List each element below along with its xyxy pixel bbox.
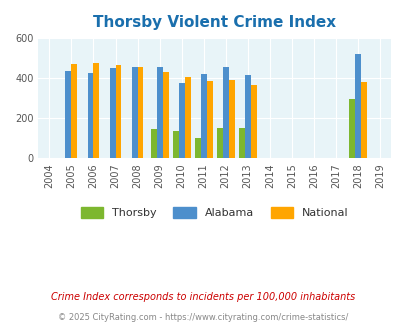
Bar — [115, 65, 121, 158]
Bar — [360, 82, 366, 158]
Bar — [131, 67, 137, 158]
Bar — [150, 129, 156, 158]
Bar — [109, 68, 115, 158]
Bar — [93, 63, 99, 158]
Bar — [228, 80, 234, 158]
Bar — [65, 71, 71, 158]
Text: Crime Index corresponds to incidents per 100,000 inhabitants: Crime Index corresponds to incidents per… — [51, 292, 354, 302]
Bar — [354, 54, 360, 158]
Bar — [238, 128, 244, 158]
Bar — [178, 82, 184, 158]
Bar — [172, 131, 178, 158]
Bar — [194, 138, 200, 158]
Bar — [184, 77, 190, 158]
Bar — [156, 67, 162, 158]
Bar — [348, 99, 354, 158]
Legend: Thorsby, Alabama, National: Thorsby, Alabama, National — [77, 202, 352, 223]
Text: © 2025 CityRating.com - https://www.cityrating.com/crime-statistics/: © 2025 CityRating.com - https://www.city… — [58, 313, 347, 322]
Bar — [222, 67, 228, 158]
Bar — [71, 64, 77, 158]
Bar — [206, 81, 212, 158]
Bar — [137, 67, 143, 158]
Bar — [87, 73, 93, 158]
Title: Thorsby Violent Crime Index: Thorsby Violent Crime Index — [93, 15, 335, 30]
Bar — [162, 72, 168, 158]
Bar — [250, 85, 256, 158]
Bar — [200, 74, 206, 158]
Bar — [244, 75, 250, 158]
Bar — [216, 128, 222, 158]
